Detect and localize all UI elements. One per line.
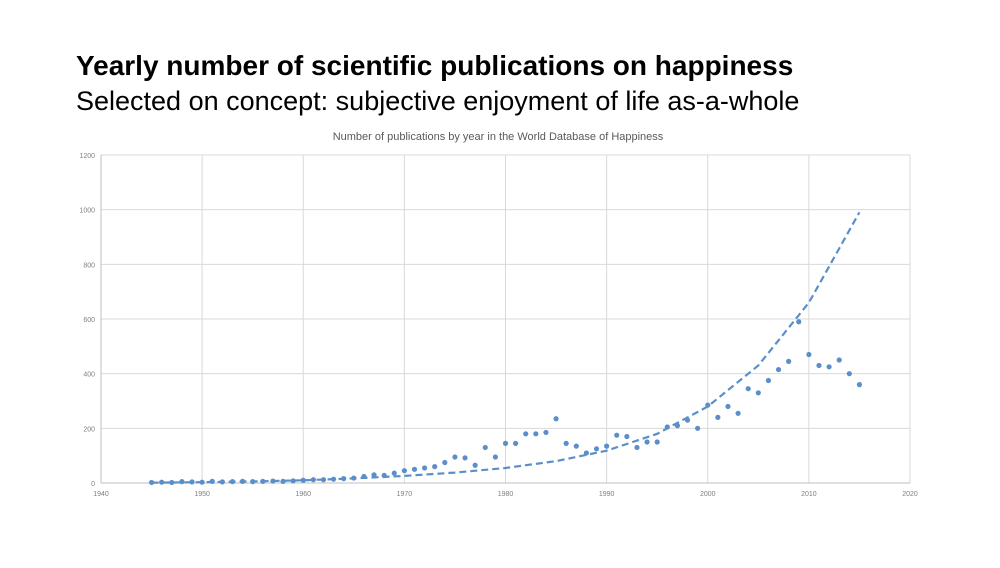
- x-tick-label: 1960: [295, 491, 311, 498]
- data-point: [533, 431, 539, 437]
- data-point: [452, 454, 458, 460]
- data-point: [199, 479, 205, 485]
- data-point: [381, 472, 387, 478]
- data-point: [513, 440, 519, 446]
- data-point: [583, 450, 590, 456]
- x-tick-label: 1980: [498, 491, 514, 498]
- data-point: [300, 477, 306, 483]
- x-tick-label: 1940: [93, 491, 109, 498]
- data-point: [401, 468, 407, 474]
- data-point: [442, 459, 448, 466]
- data-point: [341, 476, 347, 482]
- data-point: [806, 351, 812, 358]
- data-point: [816, 362, 822, 369]
- data-point: [169, 479, 175, 486]
- data-point: [432, 464, 438, 470]
- data-point: [775, 366, 782, 373]
- data-point: [239, 478, 246, 484]
- x-tick-label: 1990: [599, 491, 615, 498]
- data-point: [229, 479, 236, 485]
- data-point: [705, 402, 711, 408]
- y-tick-label: 400: [83, 372, 95, 379]
- data-point: [260, 478, 266, 484]
- chart-axes: 0 200 400 600 800 1000 1200 1940 1950 1960 1970 198…: [79, 153, 917, 498]
- slide-subtitle: Selected on concept: subjective enjoymen…: [76, 86, 800, 116]
- data-point: [330, 476, 337, 482]
- y-tick-label: 1000: [79, 208, 95, 215]
- data-point: [482, 444, 488, 451]
- y-tick-label: 600: [83, 317, 95, 324]
- chart-title: Number of publications by year in the Wo…: [333, 131, 664, 143]
- data-point: [209, 478, 215, 484]
- data-point: [695, 425, 701, 431]
- trend-line: [151, 211, 861, 484]
- data-point: [644, 439, 650, 445]
- y-tick-label: 200: [83, 426, 95, 433]
- data-point: [219, 479, 225, 485]
- data-point: [735, 410, 741, 416]
- data-point: [543, 429, 549, 436]
- data-point: [371, 472, 377, 478]
- data-point: [856, 382, 863, 388]
- data-point: [189, 479, 195, 485]
- data-point: [755, 390, 761, 396]
- data-point: [159, 479, 165, 485]
- data-point: [786, 358, 792, 364]
- data-point: [361, 473, 367, 480]
- data-point: [462, 455, 468, 461]
- data-point: [553, 416, 559, 422]
- data-point: [604, 443, 610, 449]
- data-point: [250, 479, 256, 485]
- data-point: [846, 371, 852, 377]
- data-point: [310, 477, 316, 483]
- data-point: [563, 440, 569, 446]
- data-point: [523, 431, 529, 437]
- data-point: [391, 470, 397, 476]
- x-tick-label: 2020: [902, 491, 918, 498]
- x-tick-label: 2010: [801, 491, 817, 498]
- data-point: [634, 444, 640, 451]
- data-point: [664, 424, 670, 430]
- slide-title: Yearly number of scientific publications…: [76, 50, 794, 81]
- chart-grid: [101, 154, 911, 483]
- data-point: [796, 319, 802, 325]
- data-point: [624, 433, 630, 440]
- data-point: [492, 454, 498, 460]
- y-tick-label: 0: [91, 481, 95, 488]
- x-tick-label: 1970: [397, 491, 413, 498]
- data-point: [674, 423, 681, 429]
- data-point: [422, 465, 428, 471]
- data-point: [684, 417, 691, 423]
- data-point: [745, 386, 751, 392]
- data-point: [270, 478, 276, 484]
- data-point: [836, 357, 842, 363]
- data-point: [148, 479, 155, 486]
- y-tick-label: 1200: [79, 153, 95, 160]
- data-point: [411, 466, 418, 472]
- data-point: [290, 478, 296, 484]
- data-point: [654, 439, 660, 445]
- y-tick-label: 800: [83, 262, 95, 269]
- data-point: [472, 462, 478, 468]
- data-point: [765, 377, 772, 384]
- data-point: [280, 478, 286, 484]
- data-point: [573, 443, 579, 449]
- points-series: [148, 319, 863, 486]
- data-point: [715, 414, 721, 420]
- x-tick-label: 2000: [700, 491, 716, 498]
- data-point: [826, 364, 832, 370]
- data-point: [502, 440, 509, 446]
- trend-series: [151, 211, 861, 484]
- data-point: [320, 477, 327, 483]
- data-point: [593, 446, 600, 452]
- data-point: [725, 403, 731, 410]
- x-tick-label: 1950: [194, 491, 210, 498]
- data-point: [614, 432, 620, 438]
- data-point: [179, 479, 185, 485]
- data-point: [351, 475, 357, 481]
